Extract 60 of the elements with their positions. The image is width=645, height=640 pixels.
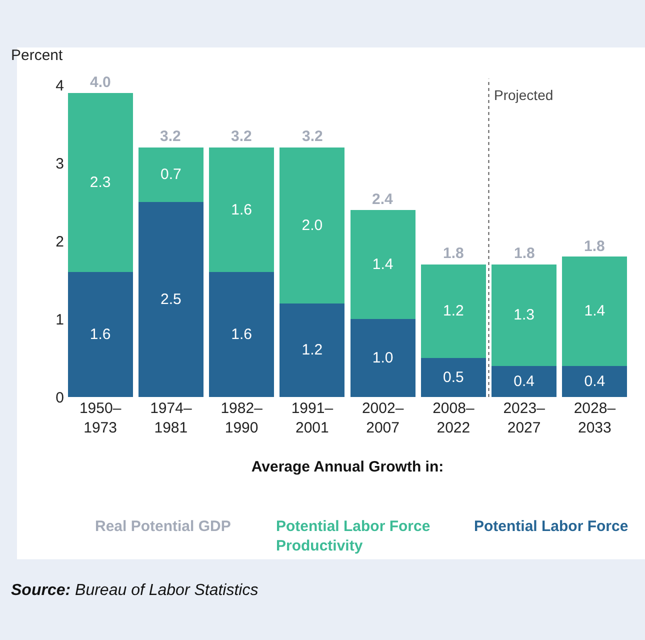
data-label: 2.0 xyxy=(302,216,323,234)
bar xyxy=(280,303,345,397)
total-label: 3.2 xyxy=(302,128,323,145)
data-label: 1.6 xyxy=(231,326,252,344)
total-label: 1.8 xyxy=(443,245,464,262)
data-label: 2.3 xyxy=(90,174,111,191)
bar xyxy=(350,210,416,319)
data-label: 1.6 xyxy=(231,201,252,218)
bar xyxy=(492,264,557,366)
text: Real Potential GDP xyxy=(95,518,231,535)
bar xyxy=(138,147,204,202)
data-label: 1.4 xyxy=(372,256,394,273)
data-label: 1.2 xyxy=(302,342,323,359)
bar xyxy=(562,256,628,366)
bar xyxy=(209,272,274,397)
bar xyxy=(280,147,345,304)
y-axis-title: Percent xyxy=(11,47,64,64)
bar xyxy=(350,319,416,397)
x-tick-label: 1950– 1973 xyxy=(79,400,122,436)
x-tick-label: 1982– 1990 xyxy=(220,400,264,436)
total-label: 4.0 xyxy=(90,74,111,91)
data-label: 0.5 xyxy=(443,369,464,386)
source-note: Source: Bureau of Labor Statistics xyxy=(11,582,258,599)
total-label: 2.4 xyxy=(372,191,394,208)
x-tick-label: 2008– 2022 xyxy=(432,400,475,436)
data-label: 0.4 xyxy=(584,372,606,390)
data-label: 1.6 xyxy=(90,326,111,344)
bar xyxy=(562,366,628,397)
bar xyxy=(209,147,274,272)
y-tick-label: 3 xyxy=(56,155,64,172)
x-axis-title: Average Annual Growth in: xyxy=(251,458,444,476)
y-tick-label: 4 xyxy=(56,77,64,94)
y-tick-label: 0 xyxy=(56,389,64,406)
data-label: 1.0 xyxy=(372,350,394,366)
bar xyxy=(420,358,486,397)
bar xyxy=(492,366,557,397)
bar xyxy=(420,264,486,358)
y-tick-label: 2 xyxy=(56,233,64,250)
text: Potential Labor Force Productivity xyxy=(276,518,430,554)
data-label: 2.5 xyxy=(160,291,182,308)
x-tick-label: 2002– 2007 xyxy=(362,400,404,436)
total-label: 1.8 xyxy=(584,238,605,255)
total-label: 3.2 xyxy=(231,128,252,145)
data-label: 1.2 xyxy=(443,302,464,320)
bar xyxy=(68,92,133,272)
bar xyxy=(138,202,204,397)
x-tick-label: 2028– 2033 xyxy=(574,400,616,436)
data-label: 1.4 xyxy=(584,302,606,320)
data-label: 0.7 xyxy=(160,166,182,184)
y-tick-label: 1 xyxy=(56,311,64,328)
data-label: 0.4 xyxy=(514,372,534,390)
annotation: Projected xyxy=(494,87,554,103)
total-label: 3.2 xyxy=(160,128,181,145)
data-label: 1.3 xyxy=(514,306,534,324)
text: Potential Labor Force xyxy=(474,518,628,535)
total-label: 1.8 xyxy=(514,245,535,262)
x-tick-label: 1974– 1981 xyxy=(150,400,192,436)
x-tick-label: 2023– 2027 xyxy=(503,400,546,436)
x-tick-label: 1991– 2001 xyxy=(291,400,334,436)
bar xyxy=(68,272,133,397)
